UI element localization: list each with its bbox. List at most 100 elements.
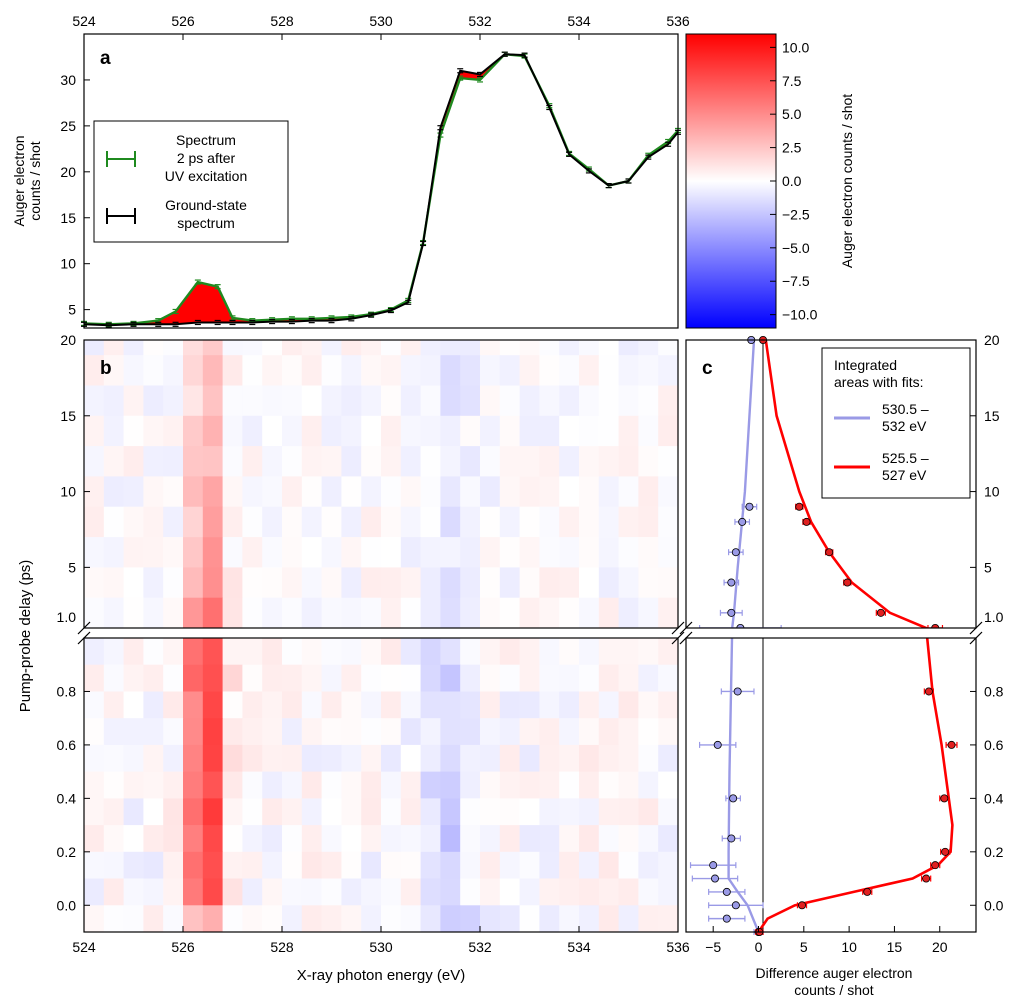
heatmap-cell <box>539 446 560 477</box>
heatmap-cell <box>420 744 441 772</box>
heatmap-cell <box>559 567 580 599</box>
heatmap-cell <box>539 476 560 508</box>
heatmap-cell <box>84 691 105 719</box>
data-point-lavender <box>727 608 736 617</box>
heatmap-cell <box>222 905 243 933</box>
heatmap-cell <box>420 798 441 826</box>
heatmap-cell <box>519 905 540 933</box>
data-point-red <box>802 517 811 526</box>
heatmap-cell <box>658 597 679 629</box>
data-point-red <box>940 794 949 803</box>
heatmap-cell <box>440 506 461 538</box>
heatmap-cell <box>183 771 204 799</box>
heatmap-cell <box>262 355 283 386</box>
heatmap-cell <box>262 506 283 538</box>
heatmap-cell <box>618 415 639 447</box>
heatmap-cell <box>143 664 164 692</box>
heatmap-cell <box>499 798 520 826</box>
heatmap-cell <box>123 851 144 879</box>
heatmap-cell <box>202 385 223 417</box>
heatmap-cell <box>638 905 659 933</box>
heatmap-cell <box>163 851 184 879</box>
panel-c-legend-title-line-1: Integrated <box>834 357 897 373</box>
panel-c-axis-break-gap <box>686 628 976 638</box>
heatmap-cell <box>579 825 600 853</box>
heatmap-cell <box>598 691 619 719</box>
panel-a-legend-box <box>93 120 289 243</box>
heatmap-cell <box>658 744 679 772</box>
heatmap-cell <box>598 385 619 417</box>
heatmap-cell <box>381 385 402 417</box>
heatmap-cell <box>658 798 679 826</box>
heatmap-cell <box>440 385 461 417</box>
colorbar-tick-label: −7.5 <box>782 273 810 289</box>
heatmap-cell <box>361 415 382 447</box>
heatmap-cell <box>143 567 164 599</box>
c-x-tick-label: −5 <box>705 939 721 955</box>
heatmap-cell <box>361 355 382 386</box>
heatmap-cell <box>499 506 520 538</box>
panel-a-legend: Spectrum 2 ps after UV excitation Ground… <box>93 120 289 243</box>
heatmap-cell <box>123 825 144 853</box>
heatmap-cell <box>420 691 441 719</box>
heatmap-cell <box>539 878 560 906</box>
heatmap-cell <box>103 905 124 933</box>
heatmap-cell <box>499 771 520 799</box>
heatmap-cell <box>598 825 619 853</box>
heatmap-cell <box>638 415 659 447</box>
panel-b-upper-frame <box>83 339 679 629</box>
heatmap-cell <box>618 537 639 568</box>
data-point-lavender <box>738 517 747 526</box>
heatmap-cell <box>480 537 501 568</box>
heatmap-cell <box>539 355 560 386</box>
heatmap-cell <box>123 597 144 629</box>
heatmap-cell <box>361 771 382 799</box>
top-x-tick-label: 532 <box>468 13 492 29</box>
heatmap-cell <box>658 415 679 447</box>
heatmap-cell <box>361 851 382 879</box>
data-point-red <box>825 548 834 557</box>
heatmap-cell <box>321 355 342 386</box>
heatmap-cell <box>202 718 223 746</box>
heatmap-cell <box>123 638 144 666</box>
heatmap-cell <box>519 664 540 692</box>
heatmap-cell <box>400 446 421 477</box>
heatmap-cell <box>440 446 461 477</box>
heatmap-cell <box>222 385 243 417</box>
c-upper-y-tick-label: 15 <box>984 408 1000 424</box>
heatmap-cell <box>341 878 362 906</box>
heatmap-cell <box>539 638 560 666</box>
heatmap-cell <box>282 415 303 447</box>
heatmap-cell <box>301 446 322 477</box>
heatmap-cell <box>242 355 263 386</box>
panel-c-xlabel-line-2: counts / shot <box>794 982 873 998</box>
heatmap-cell <box>598 567 619 599</box>
panel-b-heatmap: 524 526 528 530 532 534 536 20 15 10 5 1.0 0.8 0.6 0.… <box>17 332 690 984</box>
heatmap-cell <box>598 446 619 477</box>
heatmap-cell <box>519 798 540 826</box>
heatmap-cell <box>202 851 223 879</box>
panel-a-ylabel-line-2: counts / shot <box>27 141 43 220</box>
heatmap-cell <box>460 771 481 799</box>
heatmap-cell <box>579 878 600 906</box>
heatmap-cell <box>480 691 501 719</box>
panel-c-lower-frame <box>685 637 977 933</box>
heatmap-cell <box>400 597 421 629</box>
data-point-lavender <box>745 502 754 511</box>
heatmap-cell <box>282 567 303 599</box>
panel-a-y-axis: 5 10 15 20 25 30 <box>60 72 90 318</box>
heatmap-cell <box>519 446 540 477</box>
data-point-red <box>843 578 852 587</box>
heatmap-cell <box>361 664 382 692</box>
legend-entry-530-line-2: 532 eV <box>882 418 927 434</box>
heatmap-cell <box>559 446 580 477</box>
heatmap-cell <box>420 567 441 599</box>
heatmap-cell <box>361 537 382 568</box>
heatmap-cell <box>262 638 283 666</box>
heatmap-cell <box>420 905 441 933</box>
heatmap-cell <box>143 476 164 508</box>
heatmap-cell <box>163 446 184 477</box>
heatmap-cell <box>84 771 105 799</box>
heatmap-cell <box>183 878 204 906</box>
heatmap-cell <box>480 718 501 746</box>
